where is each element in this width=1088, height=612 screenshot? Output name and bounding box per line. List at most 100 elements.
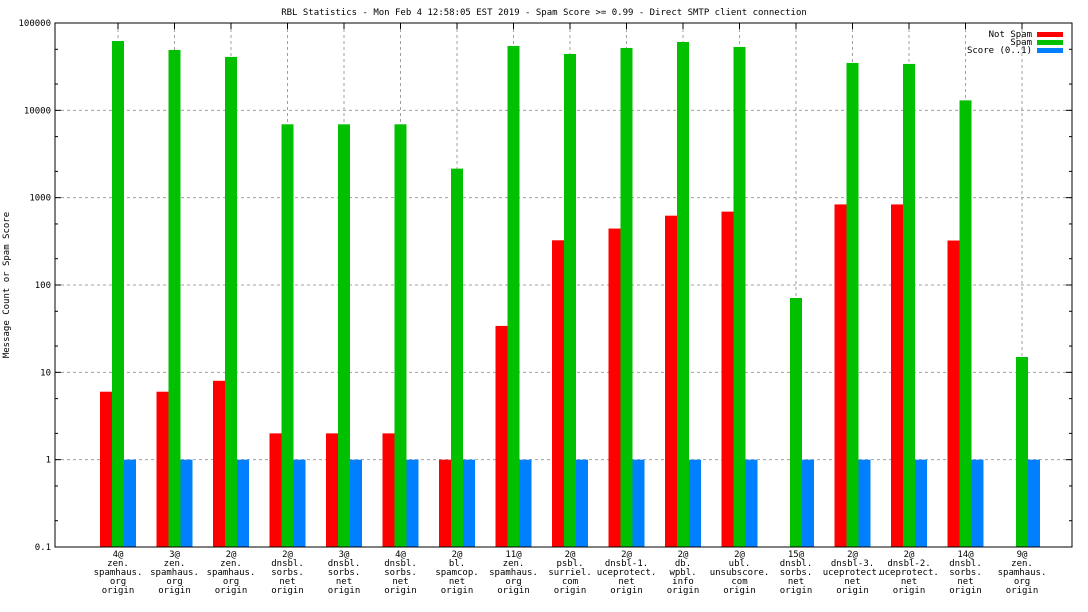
x-tick-label: spamhaus. — [207, 568, 256, 578]
x-tick-label: 3@ — [169, 550, 180, 560]
bar-spam — [846, 62, 859, 548]
bar-not-spam — [665, 215, 677, 547]
x-tick-label: origin — [384, 586, 417, 596]
bar-spam — [168, 49, 181, 547]
bar-score-0-1 — [971, 459, 984, 547]
x-tick-label: 14@ — [957, 550, 974, 560]
bar-spam — [959, 100, 972, 548]
bar-not-spam — [495, 325, 508, 547]
bar-not-spam — [156, 391, 169, 547]
bar-not-spam — [269, 433, 282, 547]
x-tick-label: origin — [271, 586, 304, 596]
x-tick-label: origin — [328, 586, 361, 596]
bar-spam — [1016, 356, 1028, 547]
bar-spam — [225, 56, 237, 548]
x-tick-label: 3@ — [339, 550, 350, 560]
bars — [100, 41, 1040, 548]
x-tick-label: db. — [675, 559, 691, 569]
x-tick-label: spamhaus. — [489, 568, 538, 578]
y-axis-label: Message Count or Spam Score — [2, 212, 12, 358]
x-tick-label: origin — [893, 586, 926, 596]
x-tick-label: 4@ — [395, 550, 406, 560]
x-tick-label: org — [166, 577, 182, 587]
x-tick-label: sorbs. — [271, 568, 304, 578]
x-tick-label: 2@ — [621, 550, 632, 560]
x-tick-label: zen. — [107, 559, 129, 569]
x-tick-label: ubl. — [729, 559, 751, 569]
x-tick-label: sorbs. — [780, 568, 813, 578]
legend-swatch — [1037, 32, 1063, 37]
x-tick-label: zen. — [220, 559, 242, 569]
x-tick-label: dnsbl. — [780, 559, 813, 569]
bar-spam — [620, 47, 633, 547]
x-tick-label: origin — [836, 586, 869, 596]
x-tick-label: origin — [497, 586, 530, 596]
bar-score-0-1 — [858, 459, 871, 547]
y-tick-label: 100 — [35, 281, 51, 291]
bar-score-0-1 — [802, 459, 814, 547]
bar-not-spam — [721, 211, 734, 547]
y-tick-label: 10000 — [24, 106, 51, 116]
bar-score-0-1 — [124, 459, 136, 547]
x-tick-label: origin — [158, 586, 191, 596]
bar-spam — [790, 297, 802, 547]
x-tick-label: net — [957, 577, 973, 587]
x-tick-label: net — [449, 577, 465, 587]
x-tick-label: origin — [780, 586, 813, 596]
x-tick-label: info — [672, 577, 694, 587]
bar-score-0-1 — [576, 459, 588, 547]
x-tick-label: org — [1014, 577, 1030, 587]
x-tick-label: origin — [610, 586, 643, 596]
x-tick-label: origin — [102, 586, 135, 596]
legend-label: Not Spam — [989, 30, 1032, 40]
x-tick-label: unsubscore. — [710, 568, 770, 578]
x-tick-label: sorbs. — [384, 568, 417, 578]
x-tick-label: 2@ — [678, 550, 689, 560]
x-tick-label: uceprotect. — [823, 568, 883, 578]
x-tick-label: dnsbl-2. — [887, 559, 930, 569]
x-tick-label: dnsbl-3. — [831, 559, 874, 569]
x-tick-label: net — [844, 577, 860, 587]
x-tick-label: uceprotect. — [879, 568, 939, 578]
x-tick-label: 2@ — [847, 550, 858, 560]
x-tick-label: 9@ — [1017, 550, 1028, 560]
y-tick-label: 10 — [40, 368, 51, 378]
x-tick-label: dnsbl. — [949, 559, 982, 569]
x-tick-label: origin — [723, 586, 756, 596]
chart-title: RBL Statistics - Mon Feb 4 12:58:05 EST … — [281, 8, 807, 18]
x-tick-label: net — [392, 577, 408, 587]
bar-score-0-1 — [1028, 459, 1040, 547]
x-tick-label: net — [901, 577, 917, 587]
x-tick-label: dnsbl. — [328, 559, 361, 569]
x-tick-label: net — [618, 577, 634, 587]
bar-not-spam — [439, 459, 451, 547]
x-tick-label: origin — [215, 586, 248, 596]
x-tick-label: dnsbl. — [271, 559, 304, 569]
bar-score-0-1 — [180, 459, 193, 547]
x-tick-label: 2@ — [452, 550, 463, 560]
bar-spam — [281, 124, 294, 548]
bar-spam — [394, 124, 407, 548]
x-tick-label: zen. — [1011, 559, 1033, 569]
bar-score-0-1 — [350, 459, 362, 547]
x-tick-label: sorbs. — [949, 568, 982, 578]
x-tick-label: net — [788, 577, 804, 587]
x-tick-label: 2@ — [904, 550, 915, 560]
x-tick-label: org — [505, 577, 521, 587]
bar-spam — [507, 45, 520, 547]
x-tick-label: spamhaus. — [150, 568, 199, 578]
x-axis-labels: 4@zen.spamhaus.orgorigin3@zen.spamhaus.o… — [94, 550, 1047, 596]
bar-score-0-1 — [293, 459, 306, 547]
bar-not-spam — [382, 433, 395, 547]
x-tick-label: spamhaus. — [94, 568, 143, 578]
x-tick-label: dnsbl-1. — [605, 559, 648, 569]
x-tick-label: 4@ — [113, 550, 124, 560]
legend-swatch — [1037, 40, 1063, 45]
legend-label: Spam — [1010, 38, 1032, 48]
legend-swatch — [1037, 48, 1063, 53]
bar-spam — [903, 63, 915, 547]
x-tick-label: zen. — [164, 559, 186, 569]
bar-score-0-1 — [237, 459, 249, 547]
